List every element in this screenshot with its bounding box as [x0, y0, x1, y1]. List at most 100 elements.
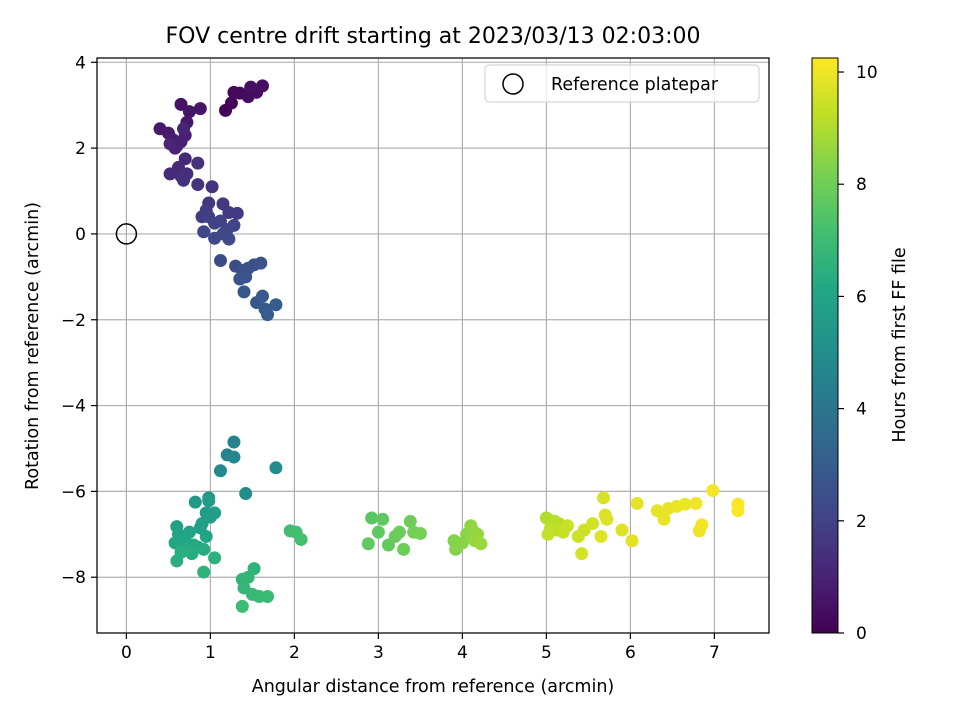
data-point [208, 551, 222, 565]
data-point [594, 529, 608, 543]
data-point [392, 525, 406, 539]
data-point [269, 461, 283, 475]
data-point [213, 254, 227, 268]
y-axis-label: Rotation from reference (arcmin) [23, 202, 43, 490]
data-point [177, 173, 191, 187]
colorbar-label: Hours from first FF file [890, 247, 910, 442]
data-point [239, 270, 253, 284]
x-tick-label: 4 [457, 643, 468, 663]
data-point [376, 512, 390, 526]
legend-marker-icon [502, 73, 524, 95]
data-point [182, 105, 196, 119]
x-tick-label: 3 [373, 643, 384, 663]
colorbar-gradient [811, 57, 839, 634]
colorbar-tick-label: 2 [856, 512, 867, 532]
y-tick-label: −4 [61, 397, 86, 417]
colorbar-tick-label: 4 [856, 400, 867, 420]
data-point [177, 122, 191, 136]
chart-title: FOV centre drift starting at 2023/03/13 … [166, 24, 701, 49]
plot-frame [96, 57, 770, 634]
data-point [237, 285, 251, 299]
data-point [235, 599, 249, 613]
data-point [205, 180, 219, 194]
data-point [174, 97, 188, 111]
data-point [197, 225, 211, 239]
data-point [222, 232, 236, 246]
data-point [197, 565, 211, 579]
data-point [413, 526, 427, 540]
data-point [227, 450, 241, 464]
data-point [230, 206, 244, 220]
data-point [371, 525, 385, 539]
data-point [706, 484, 720, 498]
data-point [678, 497, 692, 511]
x-tick-label: 7 [709, 643, 720, 663]
data-point [185, 547, 199, 561]
data-point [597, 491, 611, 505]
colorbar: 0 2 4 6 8 10 Hours from first FF file [811, 57, 910, 644]
data-point [202, 494, 216, 508]
data-point [199, 529, 213, 543]
data-point [254, 256, 268, 270]
data-point [586, 517, 600, 531]
x-axis-ticks: 0 1 2 3 4 5 6 7 [121, 633, 720, 663]
colorbar-tick-label: 0 [856, 624, 867, 644]
data-point [474, 537, 488, 551]
reference-marker [115, 223, 138, 245]
data-point [365, 511, 379, 525]
y-tick-label: 4 [75, 53, 86, 73]
x-tick-label: 0 [121, 643, 132, 663]
data-point [227, 218, 241, 232]
data-point [227, 435, 241, 449]
data-point [239, 487, 253, 501]
y-tick-label: −2 [61, 311, 86, 331]
data-point [269, 298, 283, 312]
data-point [241, 570, 255, 584]
data-point [657, 512, 671, 526]
y-axis-ticks: −8 −6 −4 −2 0 2 4 [61, 53, 97, 588]
colorbar-ticks: 0 2 4 6 8 10 [838, 63, 878, 644]
x-tick-label: 2 [289, 643, 300, 663]
x-tick-label: 5 [541, 643, 552, 663]
data-point [224, 96, 238, 110]
data-point [615, 523, 629, 537]
colorbar-tick-label: 10 [856, 63, 878, 83]
data-point [575, 547, 589, 561]
data-point [213, 464, 227, 478]
data-point [163, 167, 177, 181]
data-point [695, 518, 709, 532]
data-point [170, 554, 184, 568]
x-tick-label: 6 [625, 643, 636, 663]
data-point [560, 519, 574, 533]
data-point [731, 504, 745, 518]
data-point [208, 506, 222, 520]
grid-lines [97, 58, 769, 633]
data-point [191, 178, 205, 192]
data-point [255, 289, 269, 303]
y-tick-label: −8 [61, 568, 86, 588]
y-tick-label: −6 [61, 482, 86, 502]
data-point [255, 79, 269, 93]
data-point [261, 590, 275, 604]
data-point [193, 102, 207, 116]
data-point [625, 534, 639, 548]
data-point [244, 80, 258, 94]
y-tick-label: 2 [75, 139, 86, 159]
data-point [630, 496, 644, 510]
legend-box [484, 64, 760, 103]
reference-platepar-point [115, 223, 138, 245]
data-point [600, 512, 614, 526]
data-point [261, 308, 275, 322]
data-point [397, 542, 411, 556]
data-point [361, 537, 375, 551]
colorbar-tick-label: 8 [856, 175, 867, 195]
data-point [541, 527, 555, 541]
data-point [168, 536, 182, 550]
legend-label: Reference platepar [551, 75, 719, 95]
data-points [153, 79, 745, 613]
colorbar-tick-label: 6 [856, 287, 867, 307]
x-tick-label: 1 [205, 643, 216, 663]
legend: Reference platepar [484, 64, 760, 103]
data-point [163, 137, 177, 151]
